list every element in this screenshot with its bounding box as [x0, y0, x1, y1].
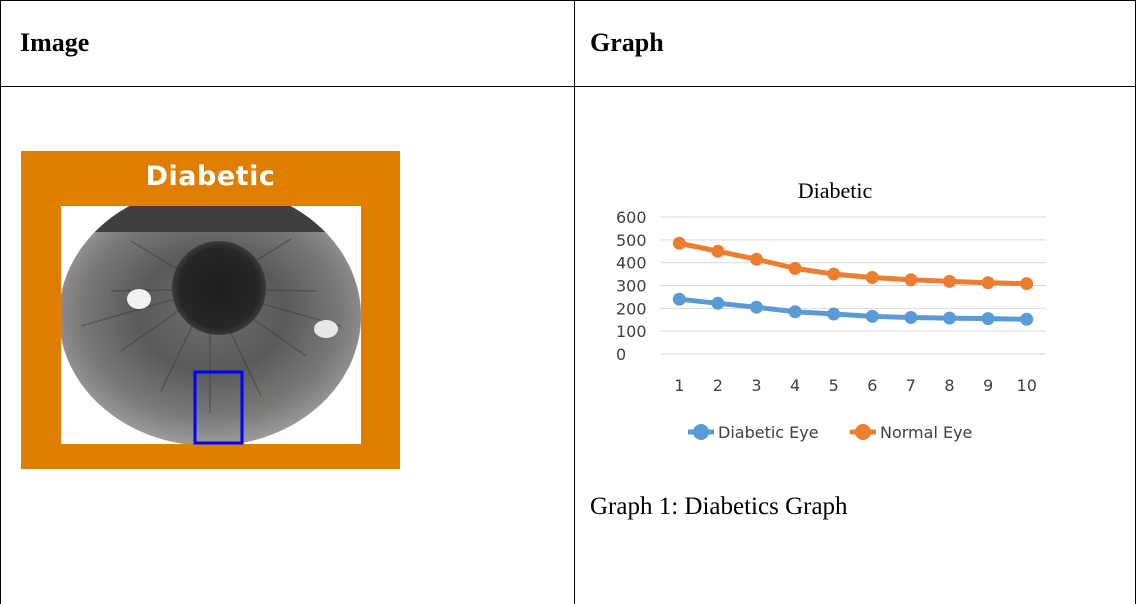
data-point	[672, 236, 686, 250]
chart-title: Diabetic	[798, 178, 873, 203]
legend-label: Diabetic Eye	[718, 423, 819, 442]
x-tick-label: 4	[790, 376, 800, 395]
header-image: Image	[20, 28, 90, 57]
x-tick-label: 8	[944, 376, 954, 395]
x-tick-label: 2	[713, 376, 723, 395]
table-border-left	[0, 0, 1, 604]
data-point	[904, 273, 918, 287]
header-graph: Graph	[590, 28, 664, 57]
y-tick-label: 200	[616, 299, 647, 318]
data-point	[788, 261, 802, 275]
y-tick-label: 300	[616, 277, 647, 296]
y-tick-label: 500	[616, 231, 647, 250]
iris-title: Diabetic	[145, 161, 276, 192]
x-tick-label: 9	[983, 376, 993, 395]
x-tick-label: 6	[867, 376, 877, 395]
table-header-divider	[0, 86, 1136, 87]
legend-marker	[693, 424, 709, 440]
data-point	[981, 276, 995, 290]
x-tick-label: 7	[906, 376, 916, 395]
data-point	[672, 292, 686, 306]
data-point	[788, 305, 802, 319]
data-point	[865, 309, 879, 323]
diabetic-iris-image: Diabetic	[21, 151, 400, 469]
iris-pupil	[172, 241, 266, 335]
legend-label: Normal Eye	[880, 423, 972, 442]
data-point	[750, 300, 763, 314]
data-point	[711, 296, 725, 310]
data-point	[981, 312, 995, 326]
data-point	[1020, 277, 1034, 291]
diabetic-chart: Diabetic 0 100 200 300 400 500 600 1 2 3 4 5 6 7 8 9 10 …	[600, 165, 1060, 465]
data-point	[827, 307, 841, 321]
series-line-0	[679, 296, 1027, 322]
data-point	[904, 310, 918, 324]
x-tick-label: 10	[1017, 376, 1037, 395]
x-tick-label: 1	[674, 376, 684, 395]
series-line-1	[678, 240, 1027, 287]
y-tick-label: 0	[616, 345, 626, 364]
data-point	[943, 274, 956, 288]
data-point	[827, 267, 841, 281]
x-tick-label: 3	[751, 376, 761, 395]
data-point	[943, 311, 956, 325]
y-tick-label: 100	[616, 322, 647, 341]
y-tick-label: 400	[616, 254, 647, 273]
table-border-top	[0, 0, 1136, 1]
data-point	[750, 252, 763, 266]
y-tick-label: 600	[616, 208, 647, 227]
table-divider-column	[574, 0, 575, 604]
x-tick-label: 5	[829, 376, 839, 395]
iris-highlight-box	[193, 370, 244, 445]
legend-marker	[855, 424, 871, 440]
data-point	[865, 271, 879, 285]
chart-caption: Graph 1: Diabetics Graph	[590, 493, 848, 520]
data-point	[711, 244, 725, 258]
data-point	[1020, 312, 1034, 326]
iris-picture	[21, 151, 400, 469]
